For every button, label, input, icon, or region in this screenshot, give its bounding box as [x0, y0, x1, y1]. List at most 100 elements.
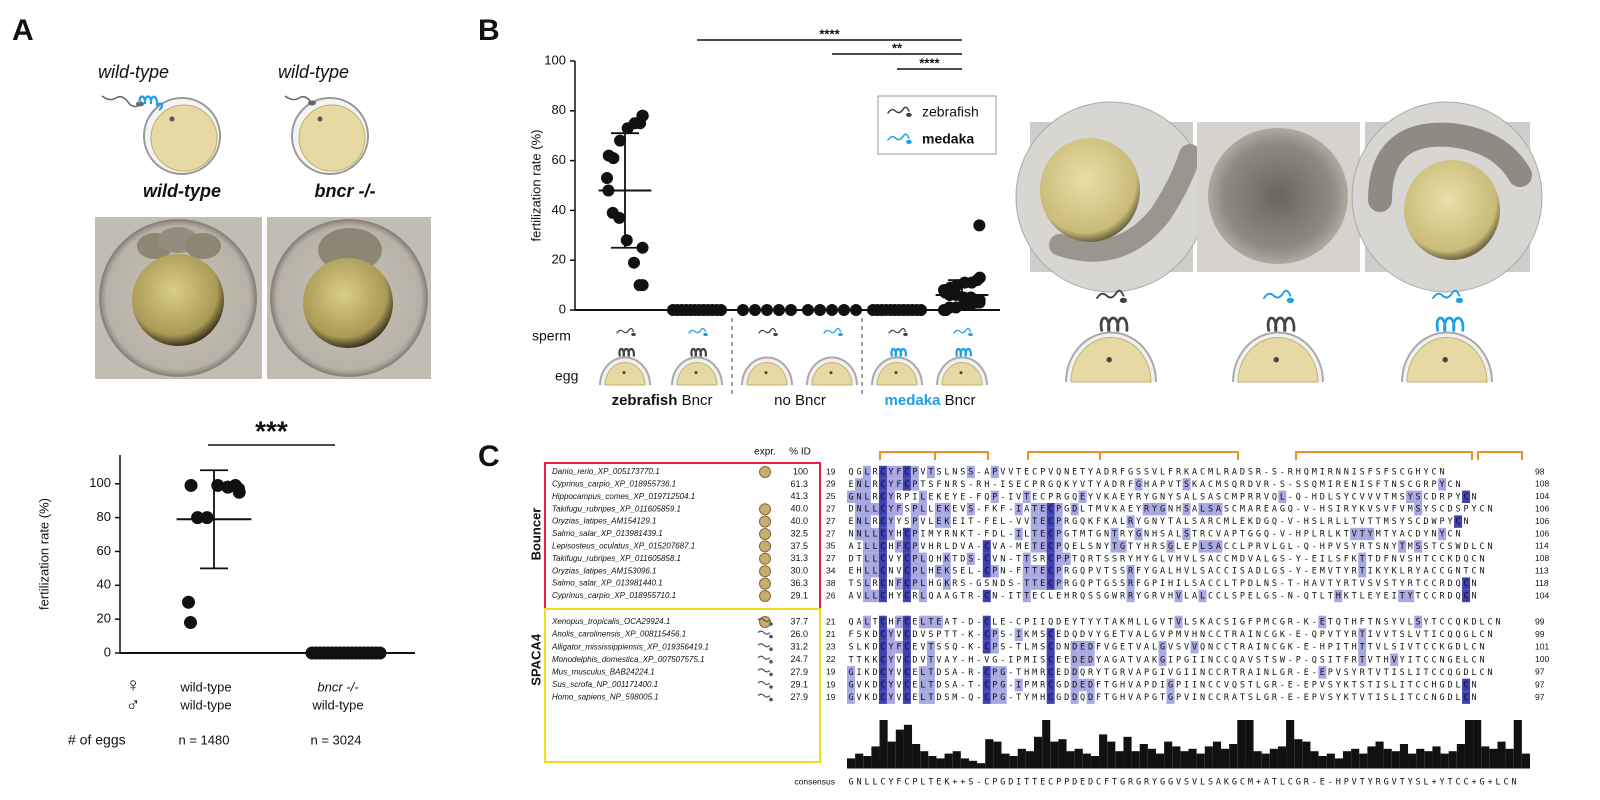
egg-genotype: wild-type	[179, 679, 231, 694]
bncr-marker	[890, 347, 907, 357]
expression-egg	[759, 466, 771, 478]
residue-highlight	[1046, 691, 1055, 704]
residue-highlight	[862, 577, 871, 590]
percent-identity: 37.5	[790, 541, 808, 551]
residue-highlight	[870, 540, 879, 553]
conservation-bar	[944, 753, 953, 768]
sequence-name: Oryzias_latipes_AM153096.1	[552, 566, 657, 575]
residue-highlight	[1062, 552, 1071, 565]
residue-highlight	[862, 503, 871, 516]
data-point	[191, 511, 205, 525]
percent-identity: 30.0	[790, 566, 808, 576]
residue-highlight	[902, 678, 911, 692]
sequence: GVKDCYVCELTDSA-T-CPG-IPMRCGDDEDFTGHVAPDI…	[848, 681, 1476, 691]
expression-sperm	[757, 680, 771, 686]
residue-highlight	[1014, 678, 1023, 692]
residue-highlight	[982, 678, 991, 692]
residue-highlight	[982, 589, 991, 603]
sperm-icon	[1263, 289, 1292, 299]
residue-highlight	[902, 565, 911, 578]
conservation-bar	[1464, 720, 1474, 768]
start-position: 19	[826, 692, 836, 702]
conservation-bar	[1489, 748, 1498, 768]
residue-highlight	[1158, 653, 1167, 667]
sd-bar	[200, 469, 228, 570]
residue-highlight	[1334, 589, 1343, 603]
conservation-bar	[903, 724, 913, 768]
y-tick-label: 20	[97, 611, 111, 626]
sperm-icon	[616, 327, 635, 334]
egg-nucleus	[829, 371, 833, 375]
sequence: AVLLCHYCRLQAAGTR-CN-ITTECLEHRQSSGWRRYGRV…	[848, 592, 1476, 602]
residue-highlight	[1022, 490, 1031, 503]
conservation-bar	[1424, 751, 1433, 768]
residue-highlight	[910, 540, 919, 553]
residue-highlight	[910, 527, 919, 541]
residue-highlight	[982, 640, 991, 654]
panel-letter: C	[478, 440, 500, 473]
residue-highlight	[854, 478, 863, 491]
residue-highlight	[910, 515, 919, 528]
end-position: 113	[1535, 565, 1549, 575]
residue-highlight	[1438, 478, 1447, 491]
end-position: 99	[1535, 629, 1545, 639]
residue-highlight	[1166, 691, 1175, 704]
residue-highlight	[1278, 490, 1287, 503]
residue-highlight	[1318, 615, 1327, 629]
conservation-bar	[1050, 741, 1059, 768]
data-point	[737, 304, 749, 316]
conservation-bar	[1497, 741, 1506, 768]
residue-highlight	[926, 653, 935, 667]
residue-highlight	[990, 640, 999, 654]
residue-highlight	[878, 577, 887, 590]
data-point	[620, 234, 633, 247]
cartoon-label: wild-type	[98, 62, 169, 82]
start-position: 27	[826, 528, 836, 538]
residue-highlight	[1046, 577, 1055, 590]
sequence: QALTCHFCELTEAT-D-CLE-CPIIQDEYTYYTAKMLLGV…	[848, 618, 1500, 628]
residue-highlight	[1022, 589, 1031, 603]
embryo-photo	[1351, 101, 1543, 293]
percent-identity: 36.3	[790, 578, 808, 588]
residue-highlight	[902, 577, 911, 590]
expression-sperm	[757, 655, 771, 660]
egg-count: n = 3024	[311, 732, 362, 747]
residue-highlight	[1390, 653, 1399, 667]
residue-highlight	[1046, 515, 1055, 528]
genotype-label: bncr -/-	[315, 181, 376, 201]
conservation-bar	[1229, 744, 1238, 768]
residue-highlight	[1070, 503, 1079, 516]
column-header: % ID	[789, 447, 811, 458]
conservation-bar	[1302, 741, 1311, 768]
expression-egg	[759, 515, 771, 528]
residue-highlight	[878, 678, 887, 692]
end-position: 104	[1535, 491, 1549, 501]
group-label: medaka Bncr	[885, 392, 976, 409]
conservation-bar	[977, 763, 986, 768]
residue-highlight	[1022, 577, 1031, 590]
residue-highlight	[902, 628, 911, 641]
residue-highlight	[854, 515, 863, 528]
sequence-name: Sus_scrofa_NP_001171400.1	[552, 680, 658, 689]
residue-highlight	[862, 490, 871, 503]
residue-highlight	[966, 465, 975, 479]
residue-highlight	[1054, 552, 1063, 565]
sequence: QGLRCYFCPVTSLNSS-APVVTECPVQNETYADRFGSSVL…	[848, 468, 1444, 478]
residue-highlight	[926, 640, 935, 654]
sequence: AILLCHFCPVHRLDVA-CVA-METECPQELSNYTGTYHRS…	[848, 542, 1492, 552]
data-point	[636, 279, 649, 292]
data-point	[715, 304, 727, 316]
conservation-bar	[895, 729, 904, 768]
family-box	[544, 608, 821, 763]
y-tick-label: 0	[559, 301, 566, 316]
sperm-head	[968, 332, 973, 337]
significance-label: ****	[919, 55, 940, 70]
conservation-bar	[1155, 753, 1165, 768]
start-position: 26	[826, 590, 836, 600]
end-position: 97	[1535, 667, 1545, 677]
residue-highlight	[1182, 527, 1191, 541]
residue-highlight	[934, 503, 943, 516]
residue-highlight	[902, 552, 911, 565]
data-point	[601, 172, 614, 185]
residue-highlight	[1198, 589, 1207, 603]
